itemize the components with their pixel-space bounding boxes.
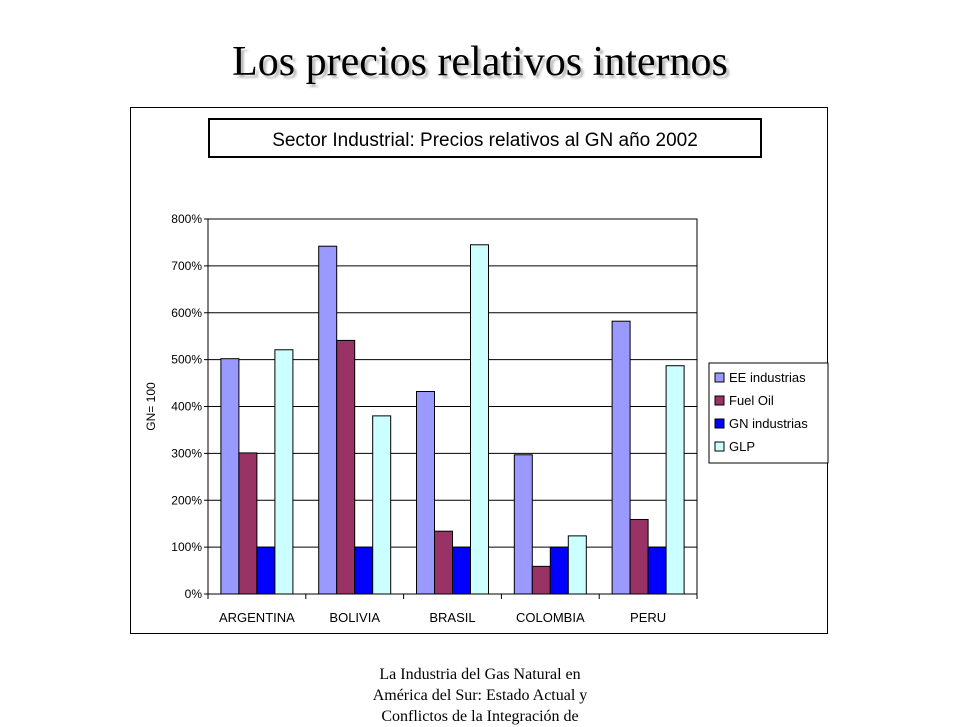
y-tick-label: 100% [171,540,202,554]
y-tick-label: 600% [171,306,202,320]
bar-ee-industrias [513,454,533,595]
legend-label: GLP [729,439,755,454]
footer-line-1: La Industria del Gas Natural en [379,666,581,683]
bar-gn-industrias [647,546,667,595]
y-tick-label: 700% [171,259,202,273]
bar-fuel-oil [434,530,453,595]
bar-gn-industrias [256,546,276,595]
footer-line-3: Conflictos de la Integración de [381,708,579,725]
bar-ee-industrias [416,391,435,595]
bar-glp [567,535,587,595]
bar-ee-industrias [318,245,338,595]
y-tick-label: 300% [171,446,202,460]
x-tick-label: BOLIVIA [329,610,380,625]
chart-title-box [208,118,762,158]
footer-caption: La Industria del Gas Natural en América … [330,664,630,727]
legend-label: EE industrias [729,370,806,385]
bar-gn-industrias [354,546,374,595]
bar-glp [372,415,392,595]
x-tick-label: ARGENTINA [219,610,295,625]
bar-chart: Sector Industrial: Precios relativos al … [144,118,829,625]
y-tick-label: 400% [171,400,202,414]
bar-gn-industrias [452,546,471,595]
chart-title: Sector Industrial: Precios relativos al … [272,130,698,151]
bar-ee-industrias [220,358,240,595]
y-tick-label: 800% [171,212,202,226]
legend-box [708,362,829,464]
legend-swatch [714,441,725,452]
plot-border [207,218,698,595]
bar-fuel-oil [238,452,258,595]
legend-swatch [714,395,725,406]
y-tick-label: 500% [171,353,202,367]
bar-fuel-oil [336,339,356,595]
legend-label: GN industrias [729,416,808,431]
footer-line-2: América del Sur: Estado Actual y [372,687,588,704]
x-tick-label: PERU [630,610,666,625]
bar-fuel-oil [531,565,551,595]
bar-glp [665,365,685,595]
x-tick-label: COLOMBIA [516,610,585,625]
chart-area: Sector Industrial: Precios relativos al … [130,107,829,634]
y-tick-label: 200% [171,493,202,507]
bar-glp [274,349,294,595]
bar-ee-industrias [611,320,631,595]
slide-title: Los precios relativos internos [232,39,728,85]
legend-label: Fuel Oil [729,393,774,408]
x-tick-label: BRASIL [429,610,475,625]
bar-fuel-oil [629,518,649,595]
legend-swatch [714,372,725,383]
y-axis-label: GN= 100 [144,382,158,431]
bar-gn-industrias [549,546,569,595]
y-tick-label: 0% [185,587,203,601]
bar-glp [470,244,489,595]
legend-swatch [714,418,725,429]
